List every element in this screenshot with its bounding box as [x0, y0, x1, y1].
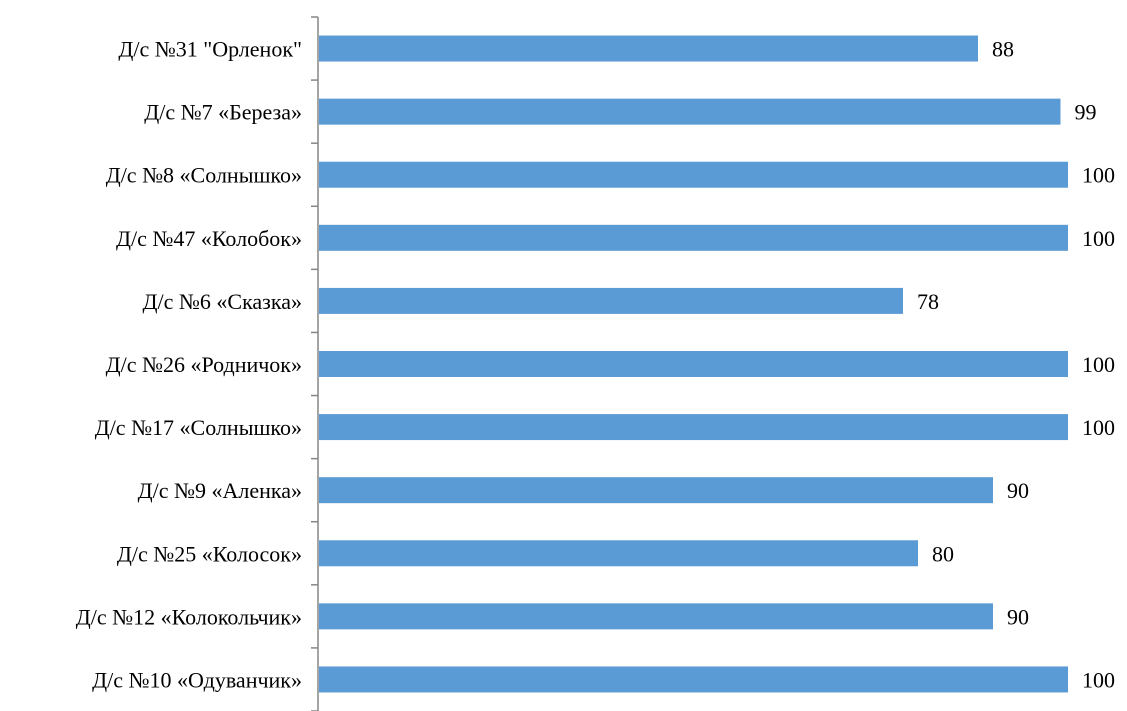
- data-label: 100: [1082, 226, 1115, 251]
- data-label: 100: [1082, 163, 1115, 188]
- data-label: 100: [1082, 667, 1115, 692]
- data-label: 90: [1007, 604, 1029, 629]
- data-labels: 88 99 100 100 78 100 100 90 80 90 100: [917, 37, 1115, 693]
- category-label: Д/с №31 "Орленок": [118, 37, 302, 62]
- data-label: 78: [917, 289, 939, 314]
- data-label: 80: [932, 541, 954, 566]
- bar: [319, 477, 993, 504]
- category-label: Д/с №12 «Колокольчик»: [76, 604, 302, 629]
- bar: [319, 414, 1068, 441]
- data-label: 100: [1082, 352, 1115, 377]
- bar: [319, 224, 1068, 251]
- data-label: 88: [992, 37, 1014, 62]
- category-label: Д/с №6 «Сказка»: [143, 289, 302, 314]
- bar: [319, 540, 918, 567]
- bars: [319, 35, 1068, 693]
- category-label: Д/с №9 «Аленка»: [138, 478, 302, 503]
- category-label: Д/с №10 «Одуванчик»: [92, 667, 302, 692]
- bar: [319, 351, 1068, 377]
- category-label: Д/с №25 «Колосок»: [117, 541, 302, 566]
- bar: [319, 98, 1061, 125]
- category-label: Д/с №17 «Солнышко»: [95, 415, 302, 440]
- bar: [319, 666, 1068, 693]
- bar: [319, 161, 1068, 188]
- category-label: Д/с №7 «Береза»: [144, 100, 302, 125]
- bar: [319, 603, 993, 630]
- data-label: 100: [1082, 415, 1115, 440]
- category-label: Д/с №47 «Колобок»: [116, 226, 302, 251]
- data-label: 90: [1007, 478, 1029, 503]
- category-labels: Д/с №31 "Орленок" Д/с №7 «Береза» Д/с №8 «…: [76, 37, 302, 693]
- bar: [319, 287, 903, 314]
- category-axis: [311, 16, 319, 711]
- bar: [319, 35, 978, 62]
- category-label: Д/с №8 «Солнышко»: [106, 163, 302, 188]
- category-label: Д/с №26 «Родничок»: [106, 352, 302, 377]
- data-label: 99: [1075, 100, 1097, 125]
